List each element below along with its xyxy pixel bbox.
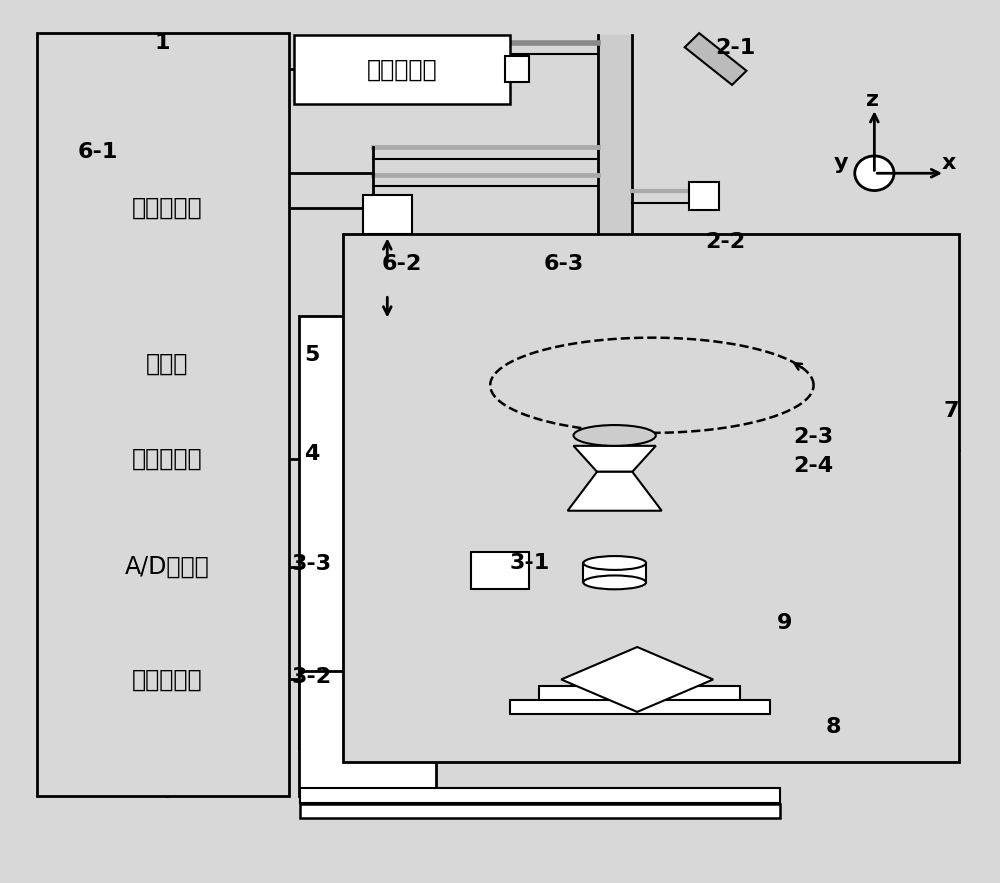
Text: 脉冲放大器: 脉冲放大器 — [131, 668, 202, 691]
Bar — [294, 34, 510, 104]
Bar — [37, 33, 289, 796]
Text: 3-3: 3-3 — [292, 555, 332, 574]
Text: 3-2: 3-2 — [292, 667, 332, 687]
Bar — [300, 788, 780, 804]
Text: 1: 1 — [154, 34, 170, 54]
Polygon shape — [574, 446, 656, 472]
Bar — [689, 236, 719, 267]
Bar — [49, 173, 284, 243]
Bar — [299, 671, 436, 796]
Text: 6-1: 6-1 — [78, 141, 118, 162]
Bar — [689, 182, 719, 209]
Text: 4: 4 — [304, 444, 320, 464]
Text: A/D转换器: A/D转换器 — [124, 555, 209, 579]
Text: 3-1: 3-1 — [509, 553, 550, 573]
Bar — [471, 552, 529, 589]
Text: 7: 7 — [943, 401, 959, 421]
Text: z: z — [866, 90, 879, 109]
Text: 6-3: 6-3 — [544, 254, 584, 274]
Polygon shape — [568, 472, 662, 510]
Bar — [49, 645, 284, 714]
Bar — [583, 563, 646, 583]
Ellipse shape — [574, 425, 656, 446]
Bar — [300, 804, 780, 818]
Bar — [299, 316, 373, 749]
Bar — [49, 532, 284, 601]
Text: 计算机: 计算机 — [146, 351, 188, 375]
Text: y: y — [834, 153, 848, 173]
Bar — [634, 243, 693, 260]
Circle shape — [855, 156, 894, 191]
Polygon shape — [561, 647, 713, 712]
Ellipse shape — [583, 576, 646, 589]
Text: 2-4: 2-4 — [794, 456, 834, 476]
Bar — [510, 700, 770, 714]
Text: 电机控制器: 电机控制器 — [131, 196, 202, 220]
Text: 2-1: 2-1 — [715, 38, 755, 57]
Bar — [539, 685, 740, 701]
Text: 2-2: 2-2 — [705, 232, 745, 253]
Ellipse shape — [583, 556, 646, 570]
Bar — [363, 195, 412, 234]
Text: 6-2: 6-2 — [382, 254, 422, 274]
Bar — [685, 34, 746, 85]
Text: 脉冲激光器: 脉冲激光器 — [367, 57, 437, 81]
Bar — [49, 424, 284, 494]
Text: 2-3: 2-3 — [794, 427, 834, 447]
Bar — [580, 238, 650, 264]
Text: 5: 5 — [304, 345, 320, 365]
Bar — [505, 57, 529, 82]
Bar — [343, 234, 959, 762]
Text: 8: 8 — [825, 717, 841, 737]
Text: 9: 9 — [777, 613, 792, 633]
Text: 数字示波器: 数字示波器 — [131, 447, 202, 471]
Bar — [49, 329, 284, 398]
Text: x: x — [942, 153, 956, 173]
